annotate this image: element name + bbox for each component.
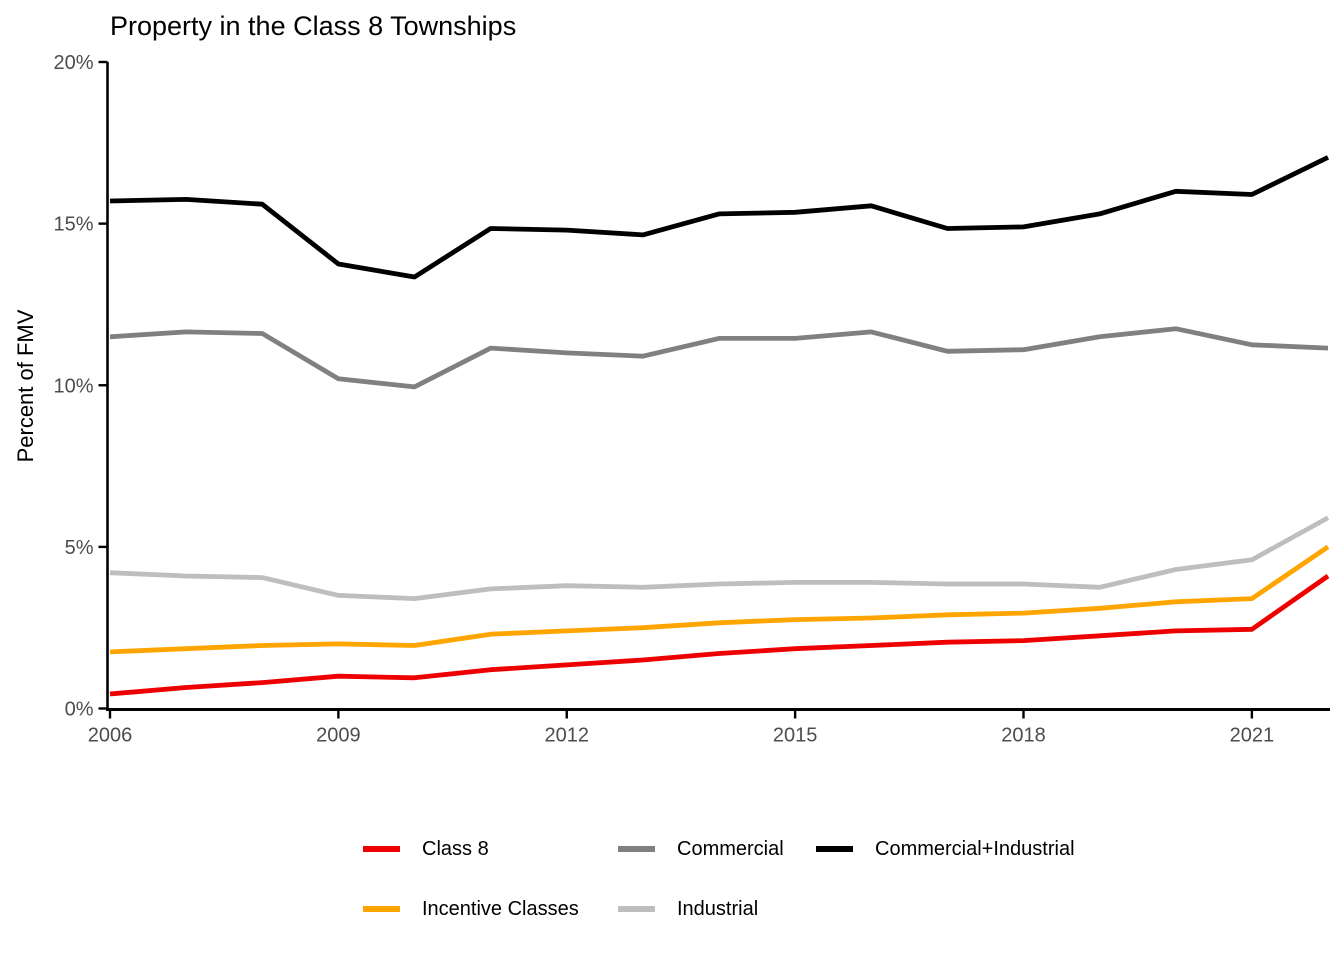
y-axis-tick-label: 20%	[53, 52, 93, 74]
x-axis-tick-label: 2012	[545, 725, 590, 747]
y-axis-tick-label: 5%	[65, 537, 94, 559]
x-axis-tick-label: 2006	[88, 725, 133, 747]
series-line-commercial-industrial	[109, 155, 1330, 280]
series-line-incentive-classes	[109, 544, 1330, 655]
series-line-class-8	[109, 574, 1330, 697]
chart-title: Property in the Class 8 Townships	[110, 11, 517, 41]
series-line-industrial	[109, 515, 1330, 601]
y-axis-tick-label: 10%	[53, 375, 93, 397]
y-axis-tick-label: 15%	[53, 214, 93, 236]
series-line-commercial	[109, 326, 1329, 390]
x-axis-tick-label: 2018	[1001, 725, 1046, 747]
x-axis-tick-label: 2021	[1230, 725, 1275, 747]
x-axis-tick-label: 2015	[773, 725, 818, 747]
x-axis-tick-label: 2009	[316, 725, 361, 747]
y-axis-tick-label: 0%	[65, 699, 94, 721]
